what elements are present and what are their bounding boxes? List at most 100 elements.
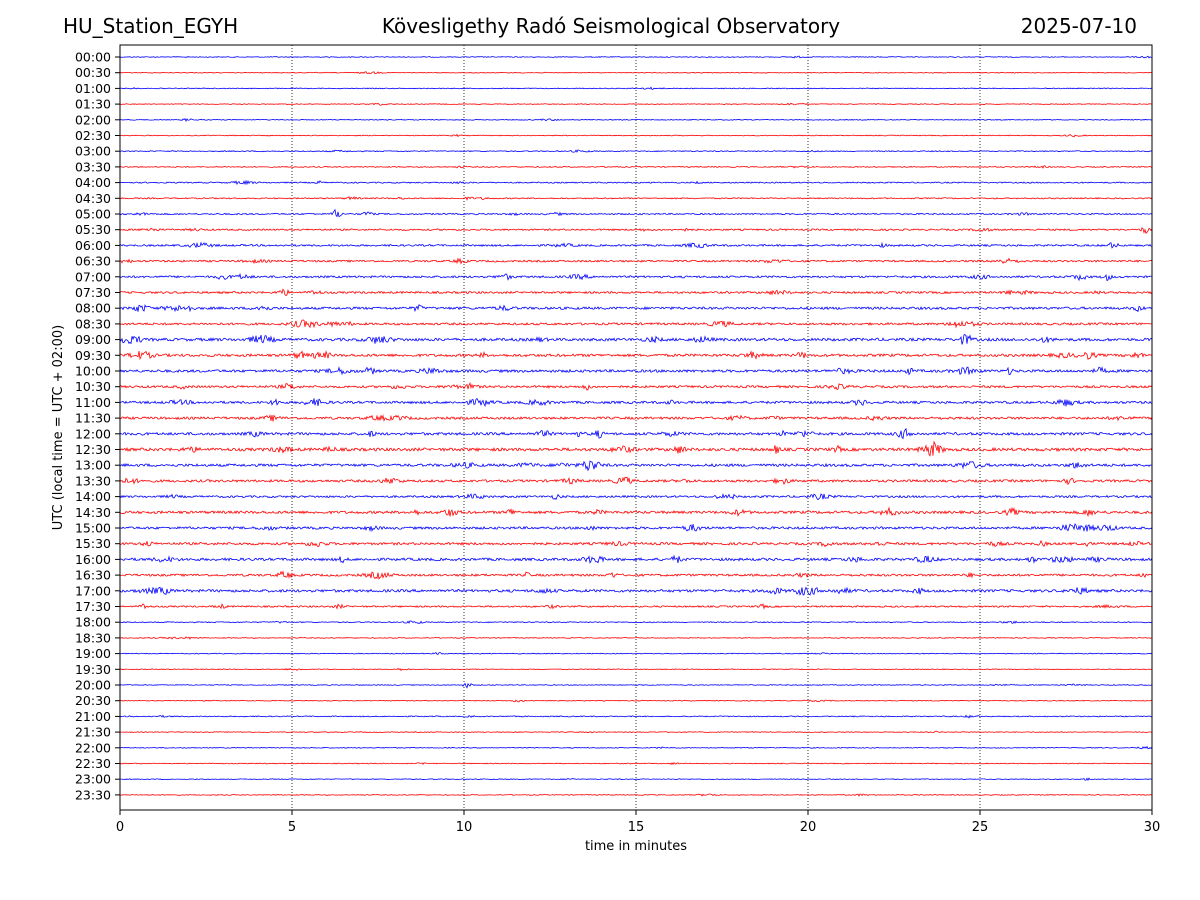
y-tick-label: 01:30 (75, 97, 111, 112)
date-label: 2025-07-10 (1020, 14, 1137, 38)
y-tick-label: 01:00 (75, 81, 111, 96)
y-tick-label: 16:30 (75, 568, 111, 583)
trace-1530 (119, 539, 1152, 548)
y-tick-label: 15:00 (75, 521, 111, 536)
y-tick-label: 09:30 (75, 348, 111, 363)
trace-0930 (119, 350, 1153, 361)
trace-1300 (119, 460, 1153, 472)
y-tick-label: 22:30 (75, 756, 111, 771)
y-tick-label: 08:30 (75, 316, 111, 331)
y-tick-label: 16:00 (75, 552, 111, 567)
trace-0100 (119, 86, 1153, 90)
trace-0200 (119, 118, 1152, 122)
y-axis-label: UTC (local time = UTC + 02:00) (51, 325, 66, 530)
trace-0600 (119, 241, 1153, 249)
trace-1830 (119, 636, 1153, 640)
trace-0900 (119, 334, 1153, 345)
trace-0300 (119, 149, 1153, 153)
trace-1900 (119, 651, 1153, 655)
y-tick-label: 11:00 (75, 395, 111, 410)
y-tick-label: 02:30 (75, 128, 111, 143)
x-tick-label: 20 (800, 820, 817, 835)
trace-1200 (119, 427, 1153, 440)
y-tick-label: 17:00 (75, 583, 111, 598)
trace-1130 (119, 414, 1153, 422)
y-tick-label: 18:30 (75, 630, 111, 645)
trace-1600 (119, 554, 1153, 564)
trace-0800 (119, 304, 1153, 313)
trace-1730 (119, 603, 1153, 610)
y-tick-label: 02:00 (75, 112, 111, 127)
y-tick-label: 07:00 (75, 269, 111, 284)
trace-1000 (119, 366, 1153, 376)
y-tick-label: 06:30 (75, 254, 111, 269)
station-label: HU_Station_EGYH (63, 14, 239, 38)
y-tick-label: 20:30 (75, 693, 111, 708)
y-tick-label: 05:00 (75, 207, 111, 222)
trace-1500 (119, 523, 1153, 533)
chart-title: Kövesligethy Radó Seismological Observat… (381, 14, 841, 38)
y-tick-label: 09:00 (75, 332, 111, 347)
y-tick-label: 22:00 (75, 740, 111, 755)
y-tick-label: 20:00 (75, 678, 111, 693)
y-tick-label: 11:30 (75, 411, 111, 426)
y-tick-label: 03:30 (75, 159, 111, 174)
x-tick-label: 0 (116, 820, 124, 835)
trace-0630 (119, 257, 1153, 265)
x-axis-label: time in minutes (585, 839, 687, 854)
trace-0130 (119, 102, 1153, 106)
trace-0730 (119, 288, 1153, 296)
x-tick-labels: 0 5 10 15 20 25 30 (116, 810, 1160, 835)
y-tick-label: 00:00 (75, 50, 111, 65)
trace-0230 (119, 133, 1153, 138)
y-tick-label: 00:30 (75, 65, 111, 80)
trace-2130 (119, 730, 1153, 734)
trace-2230 (119, 762, 1153, 766)
y-tick-label: 13:00 (75, 458, 111, 473)
trace-1800 (119, 620, 1153, 624)
trace-0430 (119, 196, 1153, 201)
trace-2300 (119, 777, 1153, 781)
trace-1430 (119, 506, 1153, 518)
y-tick-label: 23:00 (75, 772, 111, 787)
y-tick-label: 18:00 (75, 615, 111, 630)
y-tick-label: 04:00 (75, 175, 111, 190)
trace-2200 (119, 745, 1153, 750)
trace-1400 (119, 493, 1153, 501)
traces (119, 55, 1153, 797)
x-tick-label: 15 (628, 820, 645, 835)
y-tick-label: 19:00 (75, 646, 111, 661)
y-tick-label: 21:00 (75, 709, 111, 724)
trace-0500 (119, 208, 1153, 218)
y-tick-label: 17:30 (75, 599, 111, 614)
y-tick-label: 13:30 (75, 473, 111, 488)
trace-0530 (119, 227, 1153, 235)
y-tick-label: 05:30 (75, 222, 111, 237)
trace-2030 (119, 699, 1153, 703)
trace-1330 (119, 476, 1153, 486)
y-tick-label: 15:30 (75, 536, 111, 551)
trace-0030 (119, 71, 1153, 75)
y-tick-label: 04:30 (75, 191, 111, 206)
x-tick-label: 30 (1144, 820, 1161, 835)
trace-2100 (119, 714, 1153, 719)
y-tick-label: 14:30 (75, 505, 111, 520)
x-tick-label: 5 (288, 820, 296, 835)
y-tick-label: 14:00 (75, 489, 111, 504)
y-tick-label: 10:30 (75, 379, 111, 394)
y-tick-label: 12:00 (75, 426, 111, 441)
trace-1030 (119, 381, 1153, 391)
y-tick-labels: 00:0000:3001:0001:3002:0002:3003:0003:30… (75, 50, 120, 802)
y-tick-label: 08:00 (75, 301, 111, 316)
grid-lines (291, 45, 981, 810)
trace-2330 (119, 793, 1153, 797)
trace-1700 (119, 586, 1153, 596)
x-tick-label: 25 (972, 820, 989, 835)
y-tick-label: 21:30 (75, 725, 111, 740)
y-tick-label: 23:30 (75, 787, 111, 802)
trace-1930 (119, 667, 1153, 672)
trace-1230 (119, 440, 1153, 457)
y-tick-label: 07:30 (75, 285, 111, 300)
